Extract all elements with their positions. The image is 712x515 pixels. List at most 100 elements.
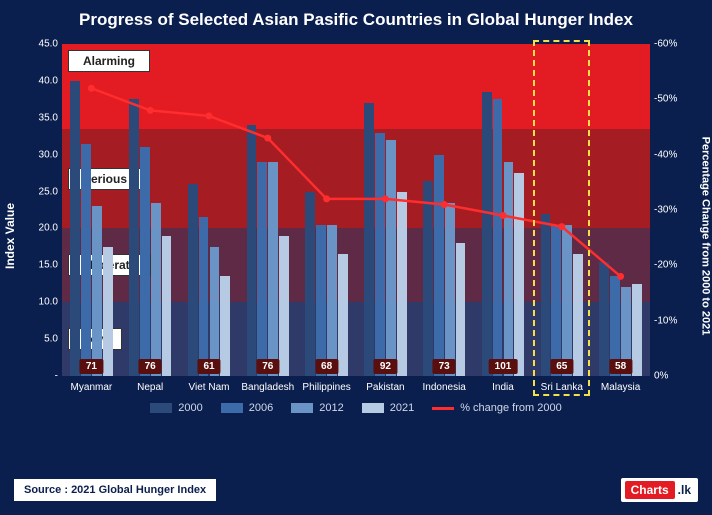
rank-badge: 71 [80,359,103,374]
bar-philippines-2000 [305,192,315,376]
bar-viet-nam-2012 [210,247,220,376]
rank-badge: 68 [315,359,338,374]
source-label: Source : 2021 Global Hunger Index [14,479,216,501]
bar-philippines-2021 [338,254,348,376]
bar-bangladesh-2012 [268,162,278,376]
bar-viet-nam-2021 [220,276,230,376]
ytick-right: -30% [654,205,688,216]
bar-bangladesh-2000 [247,125,257,376]
bar-myanmar-2012 [92,206,102,376]
bar-indonesia-2012 [445,203,455,376]
bar-sri-lanka-2012 [562,225,572,376]
ytick-left: 25.0 [24,186,58,197]
bar-india-2021 [514,173,524,376]
legend-label: 2012 [319,402,343,414]
bar-pakistan-2000 [364,103,374,376]
bar-malaysia-2000 [599,262,609,376]
y-axis-left-label: Index Value [3,203,17,269]
chart-title: Progress of Selected Asian Pasific Count… [0,0,712,36]
legend-label: 2006 [249,402,273,414]
bar-pakistan-2021 [397,192,407,376]
bar-india-2012 [504,162,514,376]
bar-sri-lanka-2000 [541,214,551,376]
ytick-left: 40.0 [24,75,58,86]
legend-line-swatch [432,407,454,410]
band-alarming [62,44,650,129]
bar-sri-lanka-2006 [551,225,561,376]
rank-badge: 61 [197,359,220,374]
ytick-right: -40% [654,149,688,160]
legend-swatch [150,403,172,413]
ytick-left: - [24,371,58,382]
legend-swatch [362,403,384,413]
bar-indonesia-2021 [456,243,466,376]
x-label: Nepal [137,382,163,393]
ytick-left: 35.0 [24,112,58,123]
rank-badge: 58 [609,359,632,374]
bar-nepal-2012 [151,203,161,376]
rank-badge: 76 [139,359,162,374]
bar-indonesia-2006 [434,155,444,376]
legend-item-2006: 2006 [221,402,273,414]
bar-bangladesh-2021 [279,236,289,376]
bar-myanmar-2021 [103,247,113,376]
ytick-left: 45.0 [24,39,58,50]
plot-region: AlarmingSeriousModerateLow71766176689273… [62,44,650,376]
x-label: India [492,382,514,393]
logo-left: Charts [625,481,675,499]
bar-india-2000 [482,92,492,376]
x-label: Viet Nam [189,382,230,393]
ytick-left: 10.0 [24,297,58,308]
rank-badge: 92 [374,359,397,374]
legend-label: 2021 [390,402,414,414]
bar-myanmar-2000 [70,81,80,376]
ytick-right: -50% [654,94,688,105]
legend-swatch [291,403,313,413]
chart-area: Index Value Percentage Change from 2000 … [14,36,698,436]
legend-item-line: % change from 2000 [432,402,562,414]
legend-item-2012: 2012 [291,402,343,414]
bar-bangladesh-2006 [257,162,267,376]
ytick-left: 20.0 [24,223,58,234]
bar-viet-nam-2000 [188,184,198,376]
x-label: Malaysia [601,382,640,393]
bar-india-2006 [493,99,503,376]
x-label: Pakistan [366,382,404,393]
footer: Source : 2021 Global Hunger Index Charts… [14,477,698,503]
bar-nepal-2006 [140,147,150,376]
legend-swatch [221,403,243,413]
legend: 2000 2006 2012 2021 % change from 2000 [62,398,650,418]
bar-malaysia-2021 [632,284,642,376]
ytick-right: 0% [654,371,688,382]
ytick-right: -10% [654,315,688,326]
y-axis-right-label: Percentage Change from 2000 to 2021 [700,137,712,336]
logo: Charts .lk [621,478,698,502]
x-label: Indonesia [423,382,466,393]
ytick-right: -60% [654,39,688,50]
bar-indonesia-2000 [423,181,433,377]
bar-pakistan-2006 [375,133,385,376]
rank-badge: 101 [489,359,518,374]
rank-badge: 76 [256,359,279,374]
x-label: Myanmar [71,382,113,393]
legend-item-2021: 2021 [362,402,414,414]
logo-right: .lk [675,483,694,497]
band-label-alarming: Alarming [68,50,150,72]
legend-item-2000: 2000 [150,402,202,414]
ytick-left: 5.0 [24,334,58,345]
rank-badge: 65 [550,359,573,374]
ytick-left: 15.0 [24,260,58,271]
bar-pakistan-2012 [386,140,396,376]
x-label: Sri Lanka [541,382,583,393]
rank-badge: 73 [433,359,456,374]
x-label: Bangladesh [241,382,294,393]
bar-philippines-2012 [327,225,337,376]
legend-label: % change from 2000 [460,402,562,414]
bar-philippines-2006 [316,225,326,376]
bar-nepal-2021 [162,236,172,376]
chart-container: Progress of Selected Asian Pasific Count… [0,0,712,515]
bar-myanmar-2006 [81,144,91,376]
bar-sri-lanka-2021 [573,254,583,376]
ytick-left: 30.0 [24,149,58,160]
bar-nepal-2000 [129,99,139,376]
